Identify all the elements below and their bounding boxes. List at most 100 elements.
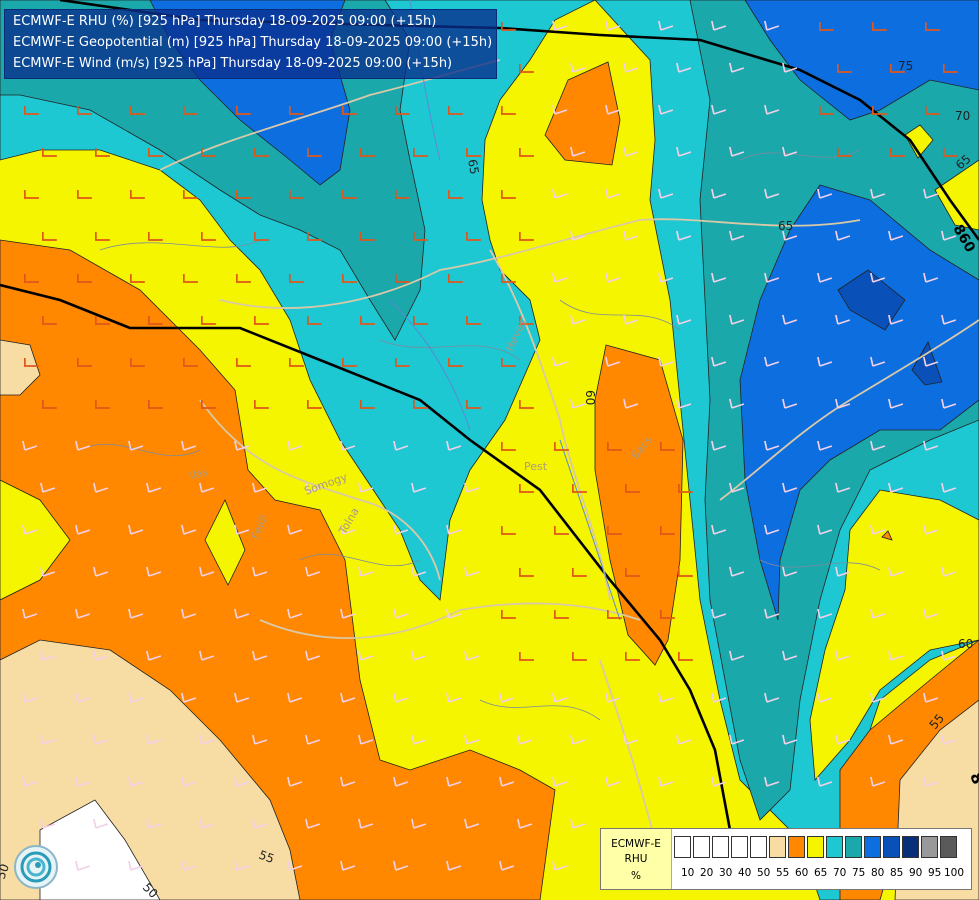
wind-barb-icon	[519, 316, 534, 325]
wind-barb-icon	[552, 776, 568, 787]
legend-swatch	[883, 836, 900, 858]
rh-zone-80-85-b	[911, 341, 943, 386]
wind-barb-icon	[446, 524, 462, 535]
wind-barb-icon	[676, 314, 692, 325]
wind-barb-icon	[517, 818, 533, 829]
wind-barb-icon	[501, 22, 516, 31]
place-label-pest: Pest	[524, 460, 548, 473]
rh-zone-60-65-northeast-dot	[904, 124, 934, 159]
contour-label-60-central: 60	[583, 390, 597, 405]
wind-barb-icon	[782, 62, 798, 73]
legend-tick: 40	[738, 867, 752, 879]
wind-barb-icon	[764, 104, 780, 115]
legend-tick: 65	[814, 867, 828, 879]
wind-barb-icon	[305, 482, 321, 493]
wind-barb-icon	[234, 440, 250, 451]
wind-barb-icon	[464, 566, 480, 577]
wind-barb-icon	[340, 692, 356, 703]
wind-barb-icon	[77, 358, 92, 367]
wind-barb-icon	[519, 232, 534, 241]
wind-barb-icon	[817, 524, 833, 535]
wind-barb-icon	[623, 314, 639, 325]
wind-barb-icon	[305, 566, 321, 577]
wind-barb-icon	[358, 482, 374, 493]
wind-barb-icon	[342, 190, 357, 199]
wind-barb-icon	[501, 274, 516, 283]
wind-barb-icon	[764, 188, 780, 199]
wind-barb-icon	[817, 692, 833, 703]
wind-barb-icon	[77, 106, 92, 115]
wind-barb-icon	[764, 20, 780, 31]
legend-swatch	[921, 836, 938, 858]
wind-barb-icon	[128, 440, 144, 451]
wind-barb-icon	[678, 484, 693, 493]
wind-barb-icon	[501, 610, 516, 619]
wind-barb-icon	[307, 148, 322, 157]
ecmwf-logo-icon	[14, 845, 58, 889]
legend-title-model: ECMWF-E	[611, 838, 661, 850]
wind-barb-icon	[554, 610, 569, 619]
wind-barb-icon	[340, 860, 356, 871]
wind-barb-icon	[605, 188, 621, 199]
wind-barb-icon	[570, 734, 586, 745]
wind-barb-icon	[835, 230, 851, 241]
wind-barb-icon	[360, 148, 375, 157]
wind-barb-icon	[519, 484, 534, 493]
wind-barb-icon	[199, 650, 215, 661]
wind-barb-icon	[554, 442, 569, 451]
wind-barb-icon	[835, 650, 851, 661]
wind-barb-icon	[340, 776, 356, 787]
wind-barb-icon	[181, 608, 197, 619]
wind-barb-icon	[711, 272, 727, 283]
wind-barb-icon	[358, 734, 374, 745]
wind-barb-icon	[570, 62, 586, 73]
wind-barb-icon	[342, 274, 357, 283]
rh-zone-75-80-northeast	[744, 0, 979, 121]
legend-swatch	[826, 836, 843, 858]
wind-barb-icon	[501, 442, 516, 451]
legend-swatch	[902, 836, 919, 858]
wind-barb-icon	[234, 692, 250, 703]
wind-barb-icon	[623, 62, 639, 73]
wind-barb-icon	[128, 524, 144, 535]
wind-barb-icon	[923, 776, 939, 787]
wind-barb-field	[22, 20, 958, 871]
wind-barb-icon	[466, 148, 481, 157]
legend-title-unit: %	[631, 870, 641, 882]
wind-barb-icon	[941, 230, 957, 241]
wind-barb-icon	[711, 440, 727, 451]
wind-barb-icon	[446, 860, 462, 871]
wind-barb-icon	[340, 440, 356, 451]
wind-barb-icon	[287, 524, 303, 535]
wind-barb-icon	[501, 190, 516, 199]
contour-label-70: 70	[955, 109, 970, 123]
wind-barb-icon	[201, 148, 216, 157]
wind-barb-icon	[552, 860, 568, 871]
wind-barb-icon	[782, 566, 798, 577]
wind-barb-icon	[42, 316, 57, 325]
wind-barb-icon	[605, 356, 621, 367]
wind-barb-icon	[819, 22, 834, 31]
wind-barb-icon	[870, 524, 886, 535]
wind-barb-icon	[888, 398, 904, 409]
wind-barb-icon	[711, 20, 727, 31]
legend-tick: 20	[700, 867, 714, 879]
wind-barb-icon	[146, 734, 162, 745]
wind-barb-icon	[236, 358, 251, 367]
wind-barb-icon	[95, 148, 110, 157]
wind-barb-icon	[93, 482, 109, 493]
wind-barb-icon	[499, 776, 515, 787]
wind-barb-icon	[93, 566, 109, 577]
wind-barb-icon	[923, 272, 939, 283]
wind-barb-icon	[925, 106, 940, 115]
wind-barb-icon	[446, 608, 462, 619]
wind-barb-icon	[287, 776, 303, 787]
wind-barb-icon	[941, 650, 957, 661]
wind-barb-icon	[252, 818, 268, 829]
wind-barb-icon	[75, 776, 91, 787]
wind-barb-icon	[711, 524, 727, 535]
wind-barb-icon	[413, 232, 428, 241]
wind-barb-icon	[782, 482, 798, 493]
wind-barb-icon	[729, 566, 745, 577]
